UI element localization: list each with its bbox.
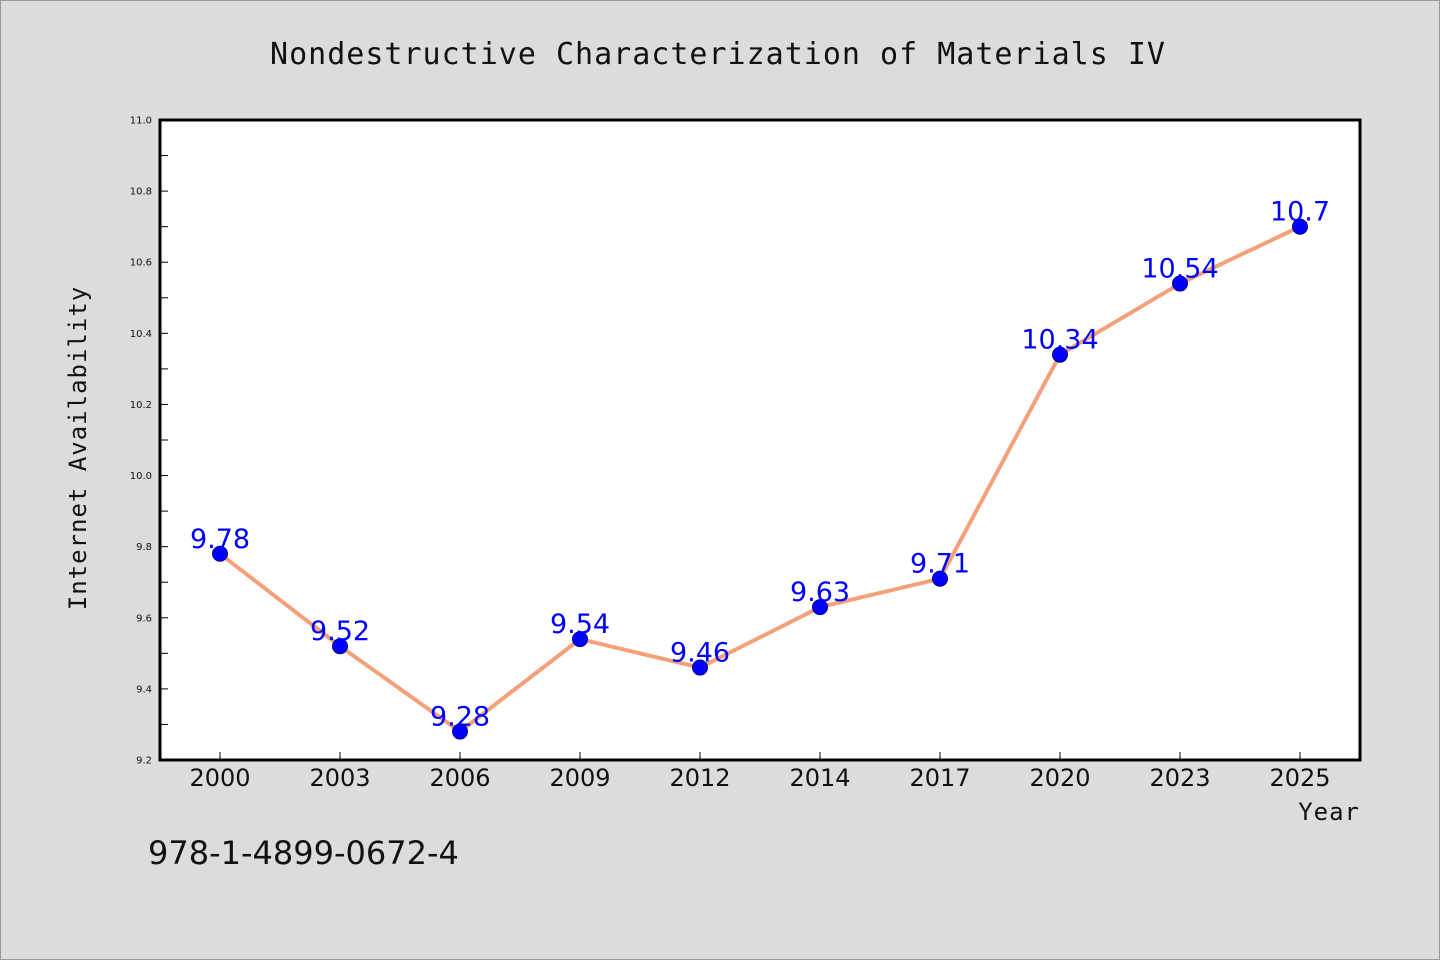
data-point-label: 9.63 xyxy=(790,577,850,608)
data-point-marker xyxy=(1292,218,1308,235)
x-tick-label: 2023 xyxy=(1149,764,1210,792)
x-tick-label: 2020 xyxy=(1029,764,1090,792)
x-tick-label: 2012 xyxy=(669,764,730,792)
y-tick-label: 10.4 xyxy=(130,329,152,340)
y-tick-label: 10.8 xyxy=(130,187,152,198)
x-tick-label: 2009 xyxy=(549,764,610,792)
y-axis-label: Internet Availability xyxy=(64,286,92,610)
series-markers xyxy=(212,218,1308,740)
y-axis: 9.2 9.4 9.6 9.8 10.0 10.2 10.4 10.6 10.8 11.0 xyxy=(130,116,168,767)
chart-title: Nondestructive Characterization of Mater… xyxy=(270,37,1166,72)
data-point-label: 10.54 xyxy=(1141,254,1218,285)
data-point-label: 10.7 xyxy=(1270,197,1330,228)
y-tick-label: 11.0 xyxy=(130,116,152,127)
x-tick-label: 2017 xyxy=(909,764,970,792)
data-labels: 9.78 9.52 9.28 9.54 9.46 9.63 9.71 10.34 10.54 10… xyxy=(190,197,1330,733)
data-point-label: 10.34 xyxy=(1021,325,1098,356)
data-point-label: 9.78 xyxy=(190,524,250,555)
isbn-text: 978-1-4899-0672-4 xyxy=(148,834,459,872)
data-point-marker xyxy=(332,638,348,655)
data-point-label: 9.28 xyxy=(430,702,490,733)
y-tick-label: 10.2 xyxy=(130,400,152,411)
data-point-label: 9.52 xyxy=(310,616,370,647)
data-point-label: 9.46 xyxy=(670,638,730,669)
x-axis-label: Year xyxy=(1298,798,1360,826)
x-tick-label: 2003 xyxy=(309,764,370,792)
data-point-marker xyxy=(932,570,948,587)
y-tick-label: 10.0 xyxy=(130,471,152,482)
y-tick-label: 9.8 xyxy=(136,542,152,553)
y-tick-label: 9.2 xyxy=(136,756,152,767)
y-tick-label: 9.4 xyxy=(136,684,152,695)
y-tick-label: 9.6 xyxy=(136,613,152,624)
data-point-marker xyxy=(1052,346,1068,363)
data-point-marker xyxy=(1172,275,1188,292)
x-tick-label: 2014 xyxy=(789,764,850,792)
x-tick-label: 2025 xyxy=(1269,764,1330,792)
series-line xyxy=(218,224,1301,734)
data-point-marker xyxy=(452,723,468,740)
data-point-marker xyxy=(692,659,708,676)
data-point-label: 9.54 xyxy=(550,609,610,640)
data-point-label: 9.71 xyxy=(910,549,970,580)
x-tick-label: 2006 xyxy=(429,764,490,792)
data-point-marker xyxy=(812,599,828,616)
x-tick-label: 2000 xyxy=(189,764,250,792)
x-axis: 2000 2003 2006 2009 2012 2014 2017 2020 2023 2025 xyxy=(189,752,1331,792)
data-point-marker xyxy=(212,545,228,562)
y-tick-label: 10.6 xyxy=(130,258,152,269)
data-point-marker xyxy=(572,631,588,648)
plot-area xyxy=(158,118,1362,762)
